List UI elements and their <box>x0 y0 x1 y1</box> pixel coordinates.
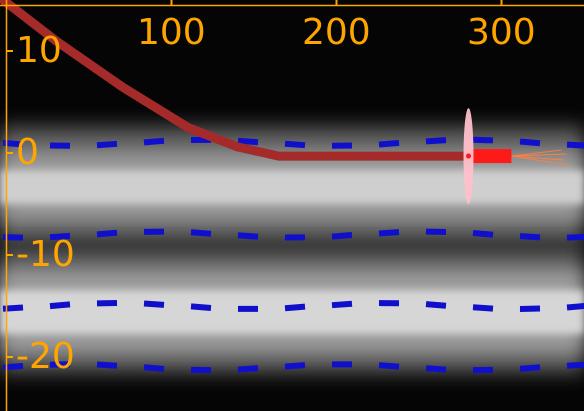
y-axis-ticks <box>6 50 13 358</box>
lane-marker-dash <box>331 231 353 240</box>
lane-marker-dash <box>472 136 494 144</box>
lane-marker-dash <box>143 137 165 146</box>
lane-marker-dash <box>331 300 353 309</box>
lane-marker-dash <box>284 303 306 312</box>
lane-marker-dash <box>425 137 447 145</box>
x-axis-ticks <box>170 0 503 6</box>
x-tick-label: 300 <box>467 12 536 53</box>
lane-marker-dash <box>96 140 118 149</box>
lane-marker-dash <box>566 141 584 149</box>
lane-marker-dash <box>378 362 400 370</box>
y-tick-label: -10 <box>16 234 75 275</box>
heading-ray <box>511 155 570 166</box>
trajectory-path <box>0 0 473 161</box>
lane-marker-dash <box>566 361 584 369</box>
vehicle-anchor-point <box>466 153 471 159</box>
ego-trajectory <box>0 0 473 161</box>
lane-marker-dash <box>237 232 259 240</box>
x-tick-label: 100 <box>137 12 206 53</box>
lane-marker-dash <box>378 229 400 237</box>
lane-marker-dash <box>566 302 584 311</box>
lane-marker-dash <box>284 362 306 370</box>
lane-marker-dash <box>378 139 400 148</box>
vehicle-body <box>468 149 512 164</box>
ego-vehicle <box>463 108 570 204</box>
lane-marker-dash <box>96 361 118 369</box>
lane-marker-dash <box>49 301 71 310</box>
lane-marker-dash <box>237 365 259 373</box>
lane-marker-dash <box>49 361 71 368</box>
heading-ray <box>511 149 562 157</box>
lane-marker-dash <box>425 301 447 309</box>
y-tick-label: -20 <box>16 336 75 377</box>
lane-marker-dash <box>472 304 494 312</box>
lane-marker-dash <box>519 138 541 147</box>
lane-marker-dash <box>96 229 118 238</box>
heading-ray <box>511 153 567 157</box>
x-tick-label: 200 <box>302 12 371 53</box>
lane-marker-dash <box>566 234 584 241</box>
lane-marker-dash <box>49 232 71 241</box>
y-tick-label: 0 <box>16 132 39 173</box>
lane-marker-dash <box>143 364 165 372</box>
lane-marker-dash <box>190 229 212 237</box>
lane-marker-dash <box>190 303 212 311</box>
y-tick-label: 10 <box>16 30 62 71</box>
lane-marker-dash <box>519 364 541 372</box>
lane-marker-dash <box>425 365 447 373</box>
lane-marker-dash <box>472 230 494 238</box>
lane-marker-dash <box>519 233 541 241</box>
heading-ray <box>511 155 564 161</box>
lane-marker-dash <box>284 140 306 149</box>
lane-marker-dash <box>143 300 165 308</box>
lane-marker-dash <box>237 137 259 146</box>
